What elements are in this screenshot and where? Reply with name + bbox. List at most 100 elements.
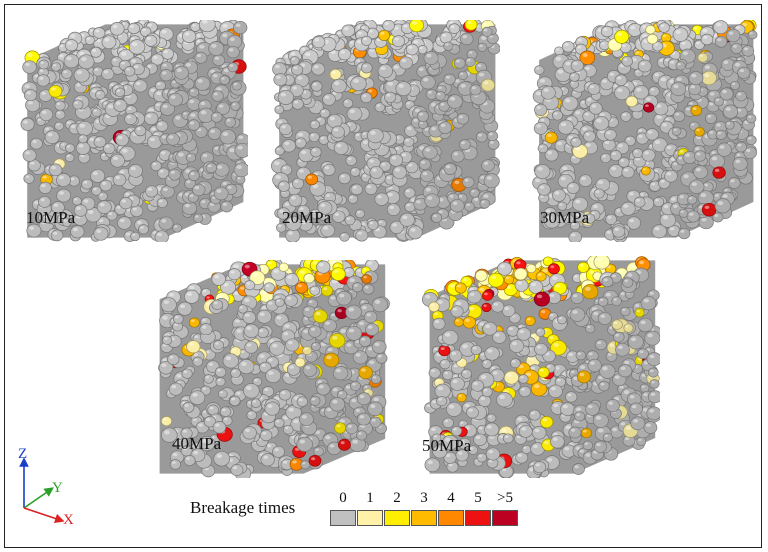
particle-highlight xyxy=(202,318,206,322)
particle-highlight xyxy=(460,72,464,75)
particle-highlight xyxy=(610,40,616,45)
particle-highlight xyxy=(691,182,697,187)
particle xyxy=(570,291,584,305)
particle-highlight xyxy=(516,261,521,265)
particle xyxy=(534,164,551,179)
particle xyxy=(641,166,651,176)
particle-highlight xyxy=(426,404,431,408)
particle-highlight xyxy=(197,128,202,132)
particle-highlight xyxy=(136,127,141,131)
particle-highlight xyxy=(182,429,187,433)
particle-highlight xyxy=(644,151,649,155)
particle xyxy=(356,392,372,406)
particle-highlight xyxy=(636,87,642,92)
particle-highlight xyxy=(457,284,462,288)
particle xyxy=(322,163,336,176)
particle xyxy=(378,29,391,41)
particle-highlight xyxy=(584,112,589,116)
particle xyxy=(250,398,261,408)
particle-highlight xyxy=(377,195,382,199)
particle-highlight xyxy=(372,168,377,172)
particle xyxy=(211,272,226,286)
particle-highlight xyxy=(662,215,669,220)
particle-highlight xyxy=(361,368,366,372)
particle xyxy=(395,81,412,97)
particle-highlight xyxy=(158,122,163,126)
particle-highlight xyxy=(585,453,591,457)
particle xyxy=(469,188,480,198)
particle-highlight xyxy=(650,88,655,91)
particle-highlight xyxy=(169,293,174,297)
particle-highlight xyxy=(603,278,608,282)
particle-highlight xyxy=(620,159,625,162)
particle xyxy=(78,54,95,70)
particle-highlight xyxy=(603,28,608,31)
particle-highlight xyxy=(562,404,568,409)
particle-highlight xyxy=(71,125,76,128)
particle xyxy=(168,168,182,181)
particle-highlight xyxy=(614,227,619,231)
particle-highlight xyxy=(93,187,97,191)
particle-highlight xyxy=(749,32,753,35)
particle xyxy=(445,401,463,417)
particle-highlight xyxy=(363,268,367,271)
particle-highlight xyxy=(359,394,365,399)
particle-highlight xyxy=(229,37,235,42)
particle-highlight xyxy=(211,44,217,48)
particle xyxy=(420,75,436,90)
particle-highlight xyxy=(157,232,163,237)
particle-highlight xyxy=(419,46,423,50)
particle-highlight xyxy=(521,388,526,391)
particle-highlight xyxy=(333,270,339,274)
particle xyxy=(621,166,635,179)
particle-highlight xyxy=(246,343,252,347)
particle-highlight xyxy=(63,70,68,74)
particle-highlight xyxy=(423,77,429,82)
particle-highlight xyxy=(282,166,287,170)
particle-highlight xyxy=(736,26,740,30)
particle-highlight xyxy=(276,420,280,423)
particle xyxy=(497,261,513,276)
particle-highlight xyxy=(344,27,349,31)
particle-highlight xyxy=(638,134,643,138)
particle-highlight xyxy=(623,204,629,208)
particle-highlight xyxy=(230,270,235,274)
particle xyxy=(128,39,146,55)
particle-highlight xyxy=(262,431,267,435)
particle xyxy=(449,349,463,362)
particle xyxy=(550,434,565,449)
particle xyxy=(534,342,548,356)
particle-highlight xyxy=(303,329,309,334)
particle-highlight xyxy=(339,293,345,298)
particle-highlight xyxy=(494,333,500,337)
particle xyxy=(403,187,416,199)
particle-highlight xyxy=(209,406,214,410)
particle xyxy=(453,317,464,327)
particle-highlight xyxy=(585,143,591,147)
particle-highlight xyxy=(491,275,497,280)
particle-highlight xyxy=(189,285,195,290)
particle-highlight xyxy=(536,345,542,349)
particle xyxy=(281,139,297,153)
particle xyxy=(678,208,689,218)
particle-highlight xyxy=(361,305,367,310)
particle-highlight xyxy=(352,382,356,386)
particle xyxy=(172,314,184,324)
particle-highlight xyxy=(602,366,608,371)
particle xyxy=(70,225,85,239)
particle xyxy=(600,25,614,38)
particle-highlight xyxy=(716,123,721,127)
particle-highlight xyxy=(640,62,646,66)
particle-highlight xyxy=(132,233,136,236)
particle-highlight xyxy=(226,119,231,122)
particle xyxy=(597,296,609,307)
particle-highlight xyxy=(161,151,166,155)
particle-highlight xyxy=(427,460,433,465)
particle-highlight xyxy=(565,98,571,103)
particle xyxy=(146,134,163,150)
particle xyxy=(103,142,116,155)
particle xyxy=(547,263,560,275)
particle-highlight xyxy=(408,45,413,49)
particle-highlight xyxy=(488,415,492,418)
particle xyxy=(75,141,91,155)
